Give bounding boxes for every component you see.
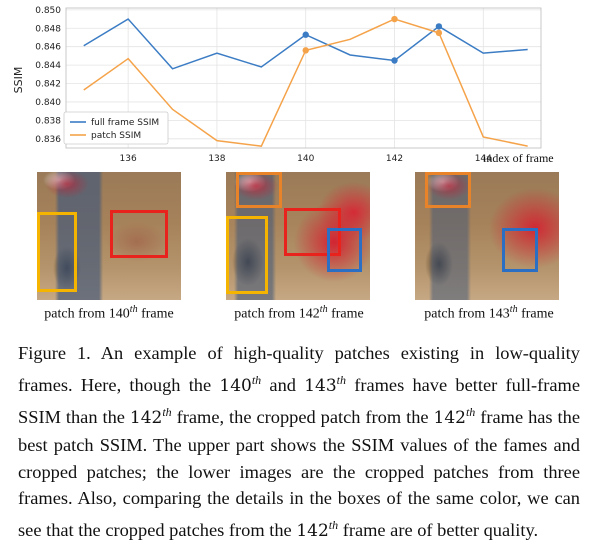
red-box [110, 210, 168, 258]
ssim-line-chart: 0.836 0.838 0.840 0.842 0.844 0.846 0.848 0.850… [12, 6, 554, 165]
patch-image-142 [226, 172, 370, 300]
y-tick-label: 0.850 [35, 6, 61, 16]
x-tick-label: 140 [297, 154, 314, 164]
blue-box [327, 228, 362, 272]
y-tick-label: 0.842 [35, 80, 61, 90]
patch-image-140 [37, 172, 181, 300]
blue-box [502, 228, 538, 272]
y-axis-ticks: 0.836 0.838 0.840 0.842 0.844 0.846 0.848 0.850 [35, 6, 61, 145]
highlight-point-patch-140 [302, 47, 309, 54]
y-axis-label: SSIM [12, 67, 25, 94]
yellow-box [226, 216, 268, 294]
orange-box [236, 172, 282, 208]
x-tick-label: 144 [475, 154, 492, 164]
x-tick-label: 138 [208, 154, 225, 164]
patch-label-140: patch from 140th frame [44, 304, 174, 322]
orange-box [425, 172, 471, 208]
yellow-box [37, 212, 77, 292]
x-axis-caption: index of frame [483, 151, 554, 165]
legend-label-full-frame: full frame SSIM [91, 118, 159, 128]
chart-legend: full frame SSIM patch SSIM [63, 111, 169, 145]
legend-label-patch: patch SSIM [91, 131, 141, 141]
figure-caption: Figure 1. An example of high-quality pat… [18, 343, 581, 541]
highlight-point-full-frame-140 [302, 31, 309, 38]
y-tick-label: 0.848 [35, 24, 61, 34]
patch-label-143: patch from 143th frame [424, 304, 554, 322]
y-tick-label: 0.836 [35, 135, 61, 145]
patch-label-142: patch from 142th frame [234, 304, 364, 322]
patch-scene-142 [226, 172, 370, 300]
highlight-point-full-frame-143 [435, 23, 443, 30]
plot-area-frame [65, 7, 542, 149]
x-tick-label: 142 [386, 154, 403, 164]
legend-box [63, 111, 169, 145]
y-tick-label: 0.846 [35, 43, 61, 53]
red-box [284, 208, 341, 256]
highlight-point-full-frame-142 [391, 57, 398, 64]
highlight-point-patch-143 [435, 29, 443, 37]
y-tick-label: 0.844 [35, 61, 61, 71]
highlight-point-patch-142 [391, 15, 398, 23]
chart-series [83, 15, 528, 147]
patch-image-143 [415, 172, 559, 300]
y-tick-label: 0.840 [35, 98, 61, 108]
patch-scene-140 [37, 172, 181, 300]
y-tick-label: 0.838 [35, 116, 61, 126]
x-tick-label: 136 [120, 154, 137, 164]
x-axis-ticks: 136 138 140 142 144 [120, 154, 493, 164]
